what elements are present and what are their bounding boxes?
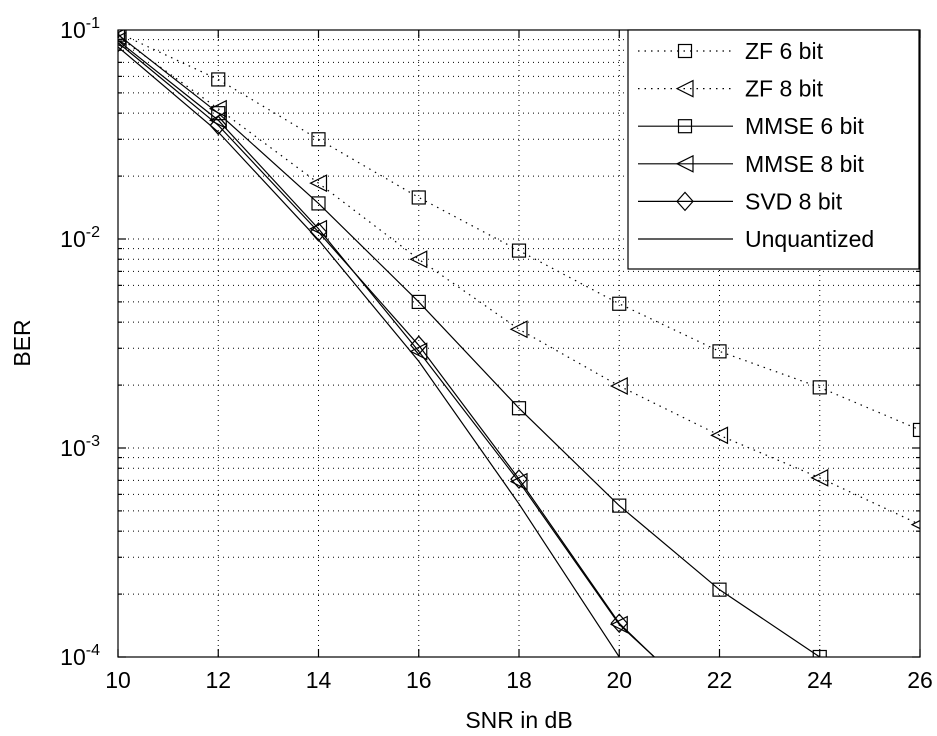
legend-label-zf-8-bit: ZF 8 bit — [745, 76, 824, 102]
data-point-mmse-6-bit — [712, 582, 727, 597]
legend-label-mmse-6-bit: MMSE 6 bit — [745, 113, 864, 139]
x-tick-label: 18 — [506, 667, 532, 693]
data-point-zf-6-bit — [812, 380, 827, 395]
y-tick-label: 10-4 — [60, 642, 100, 670]
data-point-mmse-8-bit — [509, 472, 528, 491]
data-point-zf-8-bit — [509, 320, 528, 339]
legend-marker-zf-8-bit — [675, 79, 694, 98]
series-line-mmse-8-bit — [118, 40, 655, 657]
data-point-zf-8-bit — [409, 250, 428, 269]
data-point-mmse-8-bit — [609, 615, 628, 634]
data-point-zf-6-bit — [411, 190, 426, 205]
legend-box — [627, 29, 920, 270]
data-point-zf-6-bit — [712, 344, 727, 359]
data-point-zf-8-bit — [710, 426, 729, 445]
x-tick-label: 22 — [707, 667, 733, 693]
x-tick-label: 20 — [606, 667, 632, 693]
data-point-mmse-6-bit — [411, 294, 426, 310]
y-tick-label: 10-2 — [60, 224, 100, 252]
x-tick-label: 16 — [406, 667, 432, 693]
data-point-zf-6-bit — [912, 422, 920, 438]
series-line-mmse-6-bit — [118, 34, 821, 657]
legend-label-zf-6-bit: ZF 6 bit — [745, 38, 824, 64]
grid — [118, 30, 920, 657]
data-point-mmse-8-bit — [118, 31, 127, 50]
x-tick-label: 12 — [205, 667, 231, 693]
series-mmse-8-bit — [118, 31, 655, 657]
data-point-zf-8-bit — [609, 377, 628, 395]
data-point-svd-8-bit — [610, 613, 629, 634]
data-point-zf-6-bit — [311, 132, 326, 147]
legend-marker-mmse-8-bit — [675, 154, 694, 173]
data-point-mmse-6-bit — [118, 30, 126, 42]
x-tick-label: 14 — [306, 667, 332, 693]
series-unquantized — [118, 46, 620, 657]
legend-label-mmse-8-bit: MMSE 8 bit — [745, 151, 864, 177]
x-tick-labels: 10 12 14 16 18 20 22 24 26 — [105, 667, 933, 693]
data-point-zf-8-bit — [309, 174, 328, 193]
data-point-zf-6-bit — [211, 72, 226, 87]
data-point-svd-8-bit — [309, 222, 328, 242]
data-point-mmse-6-bit — [511, 401, 527, 416]
legend-marker-svd-8-bit — [676, 191, 694, 212]
data-point-svd-8-bit — [409, 335, 428, 356]
y-tick-label: 10-1 — [60, 15, 100, 43]
legend: ZF 6 bit ZF 8 bit MMSE 6 bit MMSE 8 bit SVD … — [627, 29, 920, 270]
series-line-unquantized — [118, 46, 620, 657]
legend-marker-zf-6-bit — [677, 43, 693, 59]
data-point-mmse-6-bit — [311, 196, 326, 211]
data-point-mmse-6-bit — [612, 498, 627, 513]
legend-label-svd-8-bit: SVD 8 bit — [745, 188, 843, 214]
y-tick-labels: 10-4 10-3 10-2 10-1 — [60, 15, 100, 670]
x-tick-label: 26 — [907, 667, 933, 693]
series-line-svd-8-bit — [118, 42, 655, 657]
series-line-zf-6-bit — [118, 32, 920, 431]
data-point-svd-8-bit — [510, 469, 528, 489]
x-tick-label: 10 — [105, 667, 131, 693]
data-point-zf-6-bit — [511, 243, 527, 258]
series-svd-8-bit — [118, 32, 655, 657]
x-axis-label: SNR in dB — [465, 707, 572, 733]
data-point-mmse-8-bit — [409, 342, 428, 361]
legend-label-unquantized: Unquantized — [745, 226, 874, 252]
data-point-zf-6-bit — [612, 296, 627, 311]
data-point-zf-8-bit — [810, 468, 829, 487]
data-point-svd-8-bit — [118, 32, 127, 53]
series-zf-6-bit — [118, 30, 920, 438]
data-point-svd-8-bit — [209, 115, 228, 136]
x-tick-label: 24 — [807, 667, 833, 693]
y-tick-label: 10-3 — [60, 433, 100, 461]
y-axis-label: BER — [9, 319, 35, 366]
legend-marker-mmse-6-bit — [677, 119, 693, 134]
